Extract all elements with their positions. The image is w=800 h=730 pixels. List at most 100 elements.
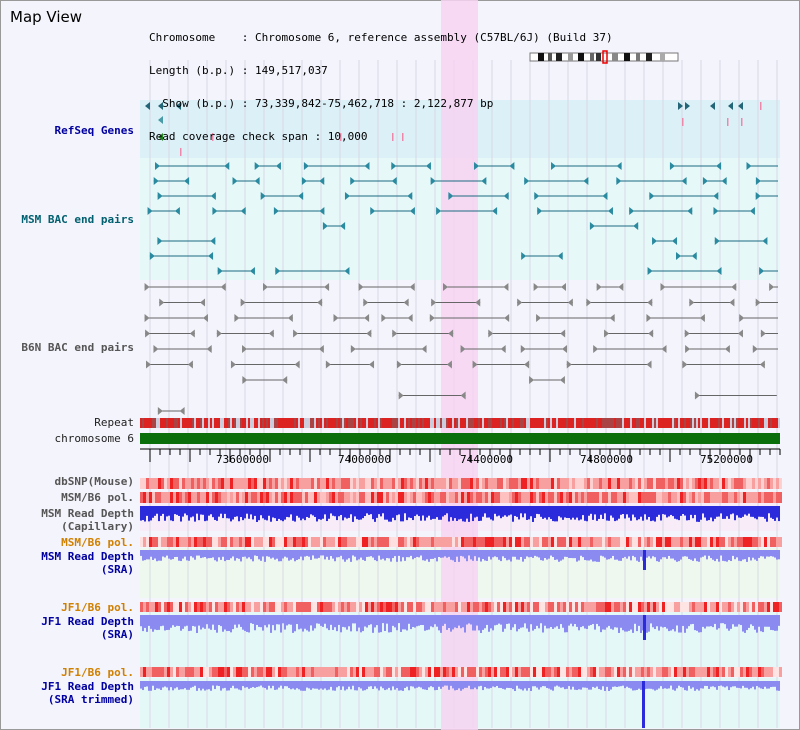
msm-sra-depth-bar	[212, 550, 214, 558]
repeat-mark	[684, 418, 686, 428]
track-label-msm-b6-pol-sra[interactable]: MSM/B6 pol.	[61, 536, 134, 549]
jf1-trim-depth-bar	[194, 681, 196, 686]
msm-sra-depth-bar	[146, 550, 148, 560]
jf1-trim-depth-bar	[452, 681, 454, 689]
repeat-mark	[610, 418, 612, 428]
jf1-trim-depth-bar	[538, 681, 540, 690]
jf1-depth-bar	[668, 615, 670, 632]
msm-cap-depth-bar	[760, 506, 762, 517]
jf1-trim-depth-bar	[678, 681, 680, 686]
jf1-b6-pol-trim-heat-cell	[182, 667, 185, 677]
msm-cap-depth-bar	[310, 506, 312, 515]
dbsnp-heat-cell	[332, 478, 335, 489]
dbsnp-heat-cell	[476, 478, 479, 489]
dbsnp-heat-cell	[767, 478, 770, 489]
jf1-trim-depth-bar	[174, 681, 176, 689]
jf1-b6-pol-heat-cell	[305, 602, 308, 612]
msm-b6-pol-sra-heat-cell	[761, 537, 764, 547]
msm-bac-end	[147, 207, 153, 215]
b6n-bac-end	[559, 376, 565, 384]
dbsnp-heat-cell	[311, 478, 314, 489]
jf1-b6-pol-trim-heat-cell	[293, 667, 296, 677]
msm-b6-pol-sra-heat-cell	[248, 537, 251, 547]
msm-sra-depth-bar	[588, 550, 590, 561]
msm-sra-depth-bar	[664, 550, 666, 558]
jf1-b6-pol-heat-cell	[164, 602, 167, 612]
jf1-b6-pol-heat-cell	[731, 602, 734, 612]
dbsnp-heat-cell	[674, 478, 677, 489]
track-label-jf1-read-depth[interactable]: JF1 Read Depth	[41, 615, 134, 628]
repeat-mark	[264, 418, 266, 428]
track-label-msm-read-depth-cap[interactable]: MSM Read Depth	[41, 507, 134, 520]
repeat-mark	[184, 418, 186, 428]
jf1-b6-pol-heat-cell	[530, 602, 533, 612]
dbsnp-heat-cell	[533, 478, 536, 489]
msm-sra-depth-bar	[754, 550, 756, 560]
dbsnp-heat-cell	[347, 478, 350, 489]
track-label-jf1-b6-pol-trim[interactable]: JF1/B6 pol.	[61, 666, 134, 679]
msm-cap-depth-bar	[278, 506, 280, 519]
track-label-jf1-b6-pol[interactable]: JF1/B6 pol.	[61, 601, 134, 614]
msm-b6-pol-sra-heat-cell	[596, 537, 599, 547]
repeat-mark	[314, 418, 316, 428]
refseq-gene	[710, 102, 715, 110]
msm-sra-depth-bar	[276, 550, 278, 559]
dbsnp-heat-cell	[245, 478, 248, 489]
msm-b6-pol-heat-cell	[377, 492, 380, 503]
repeat-mark	[148, 418, 150, 428]
jf1-b6-pol-trim-heat-cell	[404, 667, 407, 677]
msm-sra-depth-bar	[360, 550, 362, 558]
msm-sra-depth-bar	[518, 550, 520, 560]
msm-sra-depth-bar	[198, 550, 200, 556]
track-label-b6n-bac[interactable]: B6N BAC end pairs	[21, 341, 134, 354]
jf1-depth-bar	[206, 615, 208, 625]
msm-sra-depth-bar	[502, 550, 504, 557]
msm-b6-pol-heat-cell	[287, 492, 290, 503]
repeat-mark	[544, 418, 546, 428]
repeat-mark	[582, 418, 584, 428]
track-label-chromosome[interactable]: chromosome 6	[54, 432, 134, 445]
track-label-msm-read-depth-sra[interactable]: MSM Read Depth	[41, 550, 134, 563]
track-label-repeat[interactable]: Repeat	[94, 416, 134, 429]
msm-sra-depth-bar	[498, 550, 500, 560]
jf1-b6-pol-trim-heat-cell	[623, 667, 626, 677]
dbsnp-heat-cell	[440, 478, 443, 489]
track-label-msm-bac[interactable]: MSM BAC end pairs	[21, 213, 134, 226]
track-label-dbsnp[interactable]: dbSNP(Mouse)	[54, 475, 134, 488]
jf1-depth-bar	[428, 615, 430, 630]
jf1-trim-depth-bar	[292, 681, 294, 689]
msm-sra-depth-bar	[538, 550, 540, 558]
jf1-trim-depth-bar	[670, 681, 672, 686]
msm-b6-pol-heat-cell	[719, 492, 722, 503]
jf1-trim-depth-bar	[436, 681, 438, 690]
repeat-mark	[728, 418, 730, 428]
repeat-mark	[636, 418, 638, 428]
msm-sra-depth-bar	[746, 550, 748, 562]
jf1-b6-pol-trim-heat-cell	[194, 667, 197, 677]
b6n-bac-end	[604, 329, 610, 338]
jf1-depth-bar	[432, 615, 434, 628]
msm-sra-depth-bar	[494, 550, 496, 557]
msm-cap-depth-bar	[482, 506, 484, 517]
msm-b6-pol-heat-cell	[203, 492, 206, 503]
msm-sra-depth-bar	[716, 550, 718, 559]
track-label-jf1-read-depth-trim[interactable]: JF1 Read Depth	[41, 680, 134, 693]
jf1-depth-bar	[552, 615, 554, 629]
jf1-depth-bar	[202, 615, 204, 628]
jf1-b6-pol-heat-cell	[221, 602, 224, 612]
jf1-trim-depth-bar	[322, 681, 324, 690]
msm-sra-depth-bar	[592, 550, 594, 562]
jf1-b6-pol-trim-heat-cell	[677, 667, 680, 677]
jf1-trim-depth-bar	[324, 681, 326, 689]
jf1-trim-depth-bar	[610, 681, 612, 690]
b6n-bac-end	[317, 298, 323, 307]
msm-sra-depth-bar	[350, 550, 352, 562]
msm-b6-pol-heat-cell	[551, 492, 554, 503]
msm-b6-pol-heat-cell	[365, 492, 368, 503]
track-label-msm-b6-pol[interactable]: MSM/B6 pol.	[61, 491, 134, 504]
jf1-depth-bar	[266, 615, 268, 628]
msm-cap-depth-bar	[600, 506, 602, 515]
track-label-refseq[interactable]: RefSeq Genes	[54, 124, 134, 137]
jf1-b6-pol-heat-cell	[239, 602, 242, 612]
